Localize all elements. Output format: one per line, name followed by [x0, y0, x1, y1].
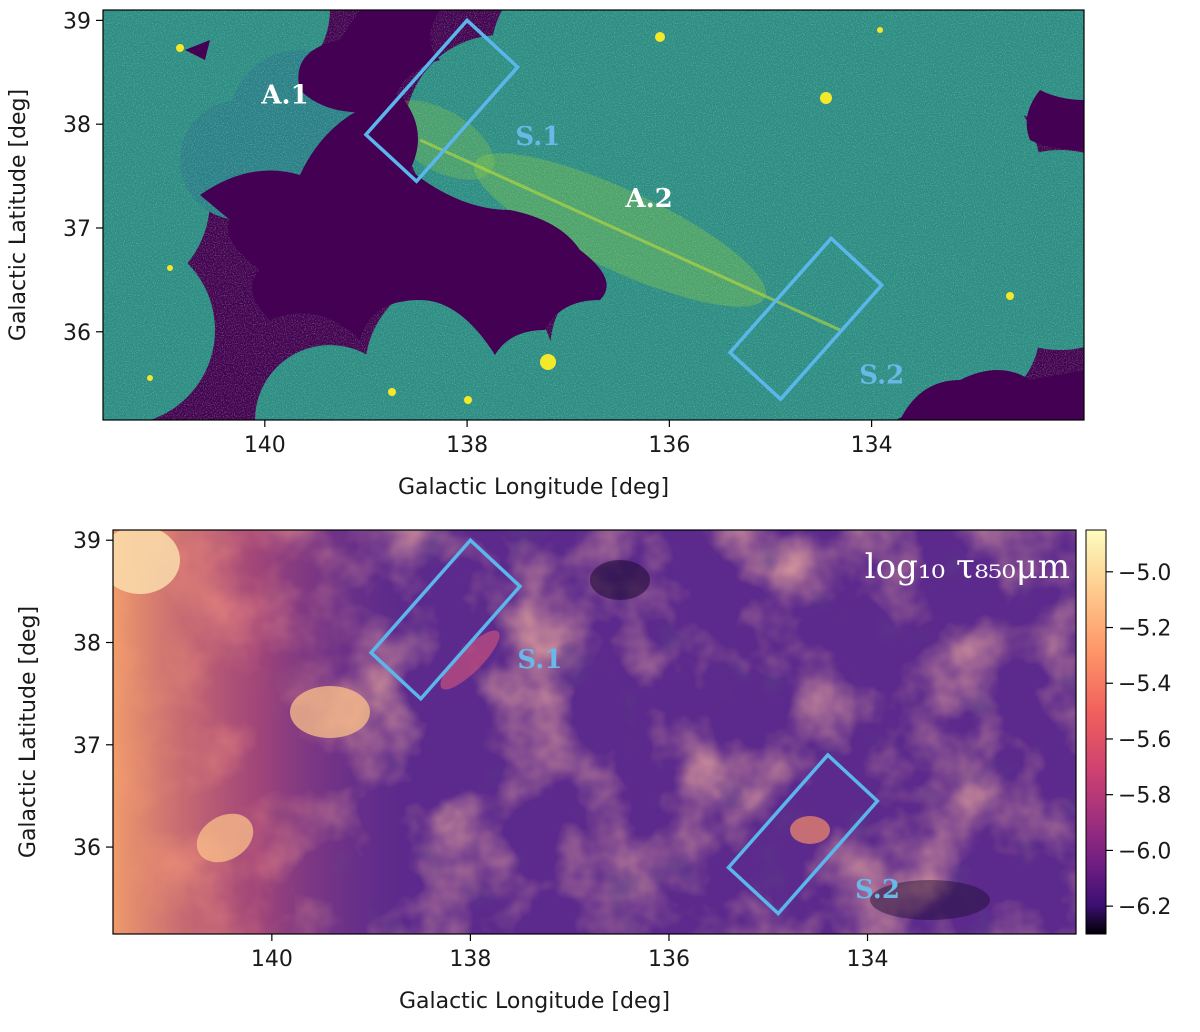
top-xtick-label: 140: [244, 433, 286, 458]
bottom-xtick-label: 136: [648, 947, 690, 972]
top-ytick-label: 38: [63, 113, 91, 138]
top-ytick-label: 36: [63, 321, 91, 346]
top-empty-regions: [185, 10, 1084, 420]
bottom-ytick-label: 37: [73, 734, 101, 759]
colorbar-tick-label: −5.0: [1118, 561, 1171, 586]
bottom-region-label-s2: S.2: [855, 875, 900, 905]
top-frame: [102, 9, 1085, 421]
bottom-x-axis-label: Galactic Longitude [deg]: [399, 989, 670, 1014]
top-region-label-a1: A.1: [260, 80, 308, 110]
colorbar: −5.0 −5.2 −5.4 −5.6 −5.8 −6.0 −6.2: [1085, 529, 1171, 935]
bottom-ytick-label: 38: [73, 632, 101, 657]
colorbar-tick-label: −6.0: [1118, 839, 1171, 864]
top-region-label-s2: S.2: [859, 361, 904, 391]
top-xtick-label: 134: [851, 433, 893, 458]
top-y-axis-label: Galactic Latitude [deg]: [6, 89, 31, 341]
top-region-label-a2: A.2: [624, 184, 672, 214]
top-region-label-s1: S.1: [515, 122, 560, 152]
bottom-xtick-label: 140: [251, 947, 293, 972]
bottom-ytick-label: 36: [73, 836, 101, 861]
colorbar-quantity-label: log₁₀ τ₈₅₀μm: [865, 547, 1070, 587]
bottom-ytick-label: 39: [73, 529, 101, 554]
colorbar-tick-label: −5.4: [1118, 672, 1171, 697]
top-panel: A.1 A.2 S.1 S.2 140 138 136 134 36 37 38 39 Galacti…: [6, 9, 1085, 500]
bottom-image: S.1 S.2 log₁₀ τ₈₅₀μm: [113, 530, 1076, 934]
colorbar-tick-label: −5.8: [1118, 784, 1171, 809]
top-box-s1: [363, 17, 521, 184]
colorbar-tick-label: −5.6: [1118, 728, 1171, 753]
bottom-panel: S.1 S.2 log₁₀ τ₈₅₀μm 140 138 136 134 36 37 38 39…: [16, 529, 1171, 1014]
bottom-xtick-label: 138: [449, 947, 491, 972]
colorbar-gradient: [1085, 529, 1107, 935]
bottom-region-label-s1: S.1: [517, 645, 562, 675]
top-x-axis-label: Galactic Longitude [deg]: [398, 475, 669, 500]
bottom-frame: [112, 529, 1077, 935]
bottom-box-s2: [726, 752, 880, 917]
top-ytick-label: 37: [63, 217, 91, 242]
top-xtick-label: 136: [648, 433, 690, 458]
bottom-xtick-label: 134: [847, 947, 889, 972]
colorbar-tick-label: −5.2: [1118, 617, 1171, 642]
top-point-sources: [147, 27, 1014, 404]
top-image: A.1 A.2 S.1 S.2: [103, 10, 1084, 420]
bottom-bright-features: [113, 530, 990, 920]
top-xtick-label: 138: [446, 433, 488, 458]
bottom-box-s1: [368, 537, 523, 702]
bottom-y-axis-label: Galactic Latitude [deg]: [16, 606, 41, 858]
colorbar-tick-label: −6.2: [1118, 895, 1171, 920]
top-box-s2: [727, 235, 885, 402]
top-ytick-label: 39: [63, 9, 91, 34]
